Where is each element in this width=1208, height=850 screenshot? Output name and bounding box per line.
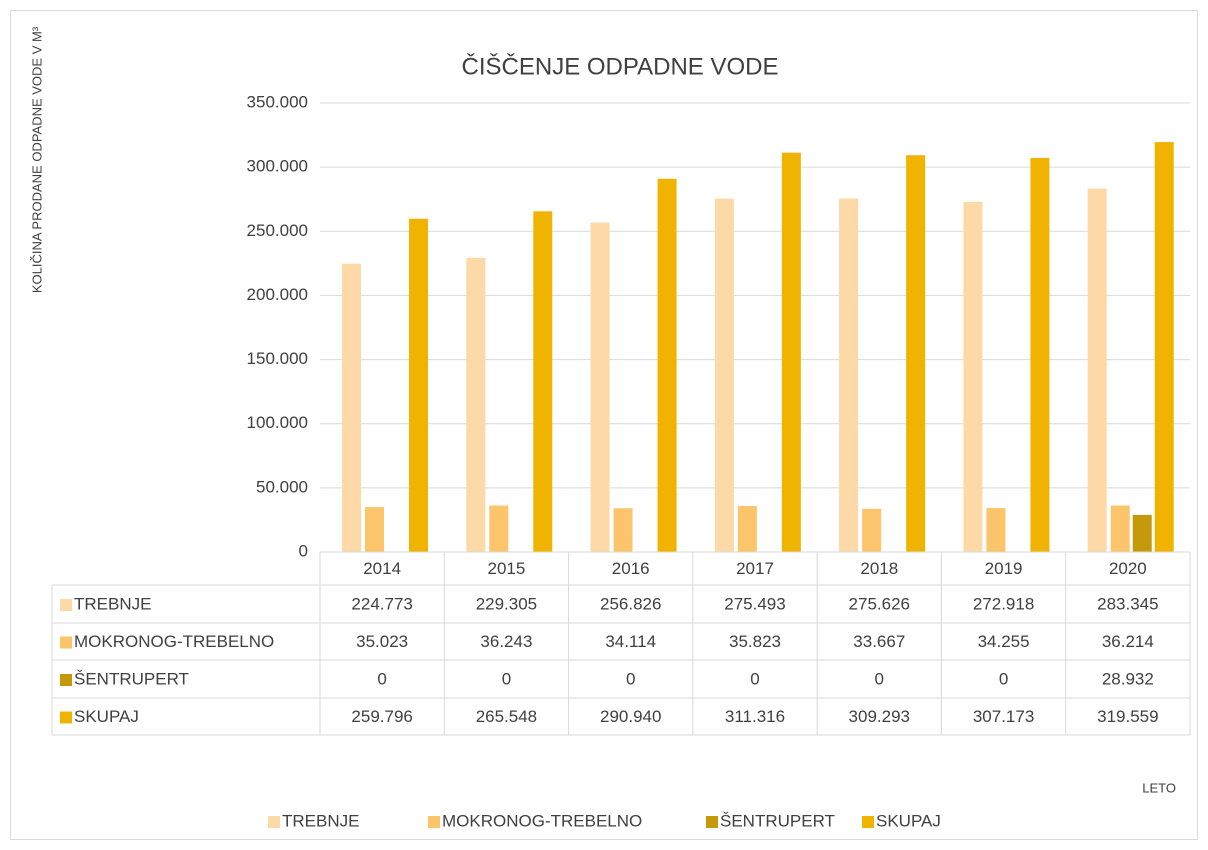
x-tick-label: 2020 [1109,559,1147,578]
legend-label: MOKRONOG-TREBELNO [442,811,642,830]
bar [839,198,859,552]
bar [963,201,983,552]
table-value: 259.796 [351,707,412,726]
y-tick-label: 100.000 [247,413,308,432]
table-value: 309.293 [849,707,910,726]
table-value: 0 [502,669,511,688]
table-value: 0 [750,669,759,688]
table-value: 319.559 [1097,707,1158,726]
legend-label: TREBNJE [282,811,359,830]
y-axis-label: KOLIČINA PRODANE ODPADNE VODE V M³ [29,26,44,293]
table-legend-key [60,636,72,649]
y-tick-label: 250.000 [247,221,308,240]
table-value: 36.243 [480,632,532,651]
table-value: 265.548 [476,707,537,726]
bar [1132,514,1152,552]
table-value: 275.626 [849,594,910,613]
table-value: 0 [626,669,635,688]
bar [1154,142,1174,552]
y-tick-label: 0 [299,541,308,560]
bar [1087,188,1107,552]
table-value: 36.214 [1102,632,1154,651]
bar [533,211,553,553]
table-value: 28.932 [1102,669,1154,688]
bar [489,505,509,552]
bar [906,155,926,553]
table-row-label: SKUPAJ [74,707,139,726]
chart-title: ČIŠČENJE ODPADNE VODE [462,52,779,80]
table-legend-key [60,674,72,686]
bar [342,263,361,552]
table-row-label: MOKRONOG-TREBELNO [74,632,274,651]
table-row-label: ŠENTRUPERT [74,669,189,688]
table-value: 35.023 [356,632,408,651]
y-tick-label: 350.000 [247,92,308,111]
y-tick-label: 50.000 [256,477,308,496]
table-value: 283.345 [1097,594,1158,613]
x-tick-label: 2016 [612,559,650,578]
y-tick-label: 150.000 [247,349,308,368]
x-axis-label: LETO [1142,780,1176,795]
table-value: 33.667 [853,632,905,651]
bar [737,506,757,552]
table-legend-key [60,599,72,611]
bar [986,508,1006,552]
x-tick-label: 2014 [363,559,401,578]
table-value: 224.773 [351,594,412,613]
legend-key [706,816,718,828]
legend-key [428,816,440,828]
x-tick-label: 2019 [985,559,1023,578]
bar [365,507,384,552]
table-value: 290.940 [600,707,661,726]
x-tick-label: 2017 [736,559,774,578]
y-tick-label: 200.000 [247,285,308,304]
table-legend-key [60,711,72,724]
x-tick-label: 2018 [860,559,898,578]
legend-label: SKUPAJ [876,811,941,830]
bar [590,222,610,552]
bar [1030,157,1050,552]
y-tick-label: 300.000 [247,157,308,176]
table-value: 311.316 [725,707,785,726]
table-value: 34.255 [978,632,1030,651]
legend-label: ŠENTRUPERT [720,811,835,830]
table-value: 307.173 [973,707,1034,726]
table-value: 229.305 [476,594,537,613]
bar [1110,505,1130,552]
table-value: 35.823 [729,632,781,651]
table-value: 34.114 [605,632,656,651]
table-value: 256.826 [600,594,661,613]
table-value: 0 [377,669,386,688]
bar [613,508,633,552]
bar [466,257,486,552]
bar [409,218,428,552]
bar [714,198,734,552]
bar [657,178,677,552]
bar [781,152,801,553]
table-value: 0 [875,669,884,688]
bar [862,508,882,552]
table-row-label: TREBNJE [74,594,151,613]
x-tick-label: 2015 [488,559,526,578]
legend-key [862,816,874,828]
legend-key [268,816,280,828]
table-value: 275.493 [724,594,785,613]
table-value: 272.918 [973,594,1034,613]
table-value: 0 [999,669,1008,688]
